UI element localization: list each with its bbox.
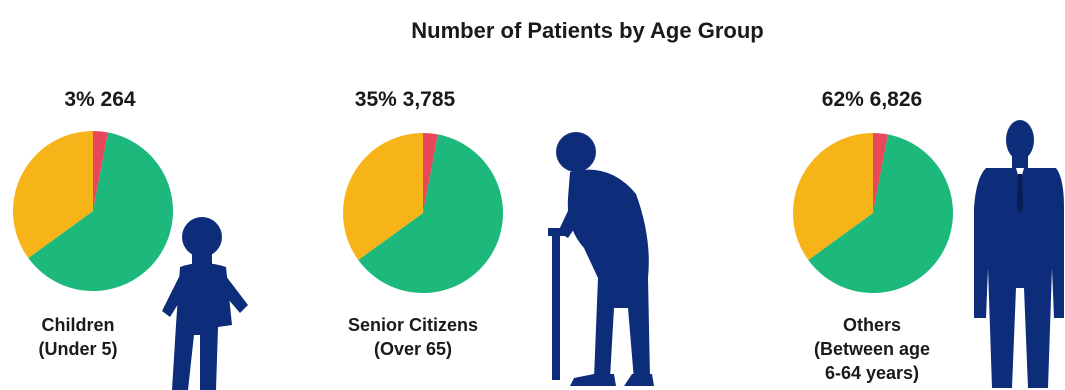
label-children: Children (Under 5) bbox=[0, 313, 178, 361]
senior-silhouette-icon bbox=[548, 132, 654, 386]
stat-children: 3% 264 bbox=[64, 88, 136, 111]
pie-slice-red bbox=[873, 133, 888, 213]
pie-slice-orange bbox=[12, 131, 93, 259]
pie-slice-green bbox=[28, 132, 173, 291]
label-children-line2: (Under 5) bbox=[38, 339, 118, 359]
label-seniors: Senior Citizens (Over 65) bbox=[313, 313, 513, 361]
child-silhouette-icon bbox=[162, 217, 248, 390]
chart-title: Number of Patients by Age Group bbox=[411, 18, 764, 43]
label-seniors-line2: (Over 65) bbox=[373, 339, 453, 359]
adult-silhouette-icon bbox=[974, 120, 1064, 388]
pie-others bbox=[793, 133, 953, 293]
label-children-line1: Children bbox=[41, 315, 115, 335]
label-others: Others (Between age 6-64 years) bbox=[772, 313, 972, 385]
label-others-line3: 6-64 years) bbox=[824, 363, 920, 383]
pie-seniors bbox=[343, 133, 503, 293]
pie-slice-red bbox=[423, 133, 438, 213]
pie-slice-green bbox=[808, 134, 953, 293]
pie-slice-green bbox=[358, 134, 503, 293]
stat-seniors: 35% 3,785 bbox=[354, 88, 456, 111]
pie-children bbox=[12, 131, 173, 291]
pie-slice-orange bbox=[343, 133, 423, 261]
pie-slice-orange bbox=[793, 133, 873, 261]
label-others-line2: (Between age bbox=[813, 339, 931, 359]
pie-slice-red bbox=[93, 131, 108, 211]
label-others-line1: Others bbox=[842, 315, 902, 335]
stat-others: 62% 6,826 bbox=[821, 88, 923, 111]
label-seniors-line1: Senior Citizens bbox=[347, 315, 479, 335]
